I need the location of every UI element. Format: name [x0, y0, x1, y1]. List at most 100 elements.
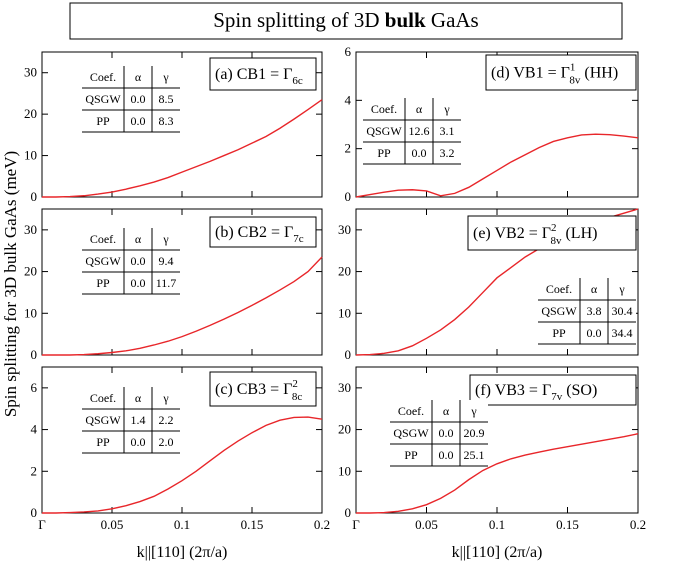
x-tick-label: 0.1: [174, 517, 190, 532]
x-tick-label: 0.1: [489, 517, 505, 532]
table-header: α: [135, 70, 142, 84]
y-tick-label: 30: [338, 380, 351, 395]
y-tick-label: 20: [24, 106, 37, 121]
table-header: α: [135, 391, 142, 405]
table-cell: QSGW: [85, 254, 121, 268]
table-bg: [82, 387, 180, 453]
table-header: α: [416, 102, 423, 116]
annotation-sup: 2: [551, 222, 557, 234]
table-header: Coef.: [546, 282, 572, 296]
annotation-sub: 6c: [292, 75, 303, 87]
table-header: γ: [470, 404, 477, 418]
table-cell: 2.2: [159, 413, 174, 427]
annotation-sup: 1: [570, 62, 576, 74]
table-cell: 0.0: [587, 326, 602, 340]
table-cell: 34.4: [612, 326, 633, 340]
table-header: α: [443, 404, 450, 418]
table-cell: 3.2: [440, 146, 455, 160]
table-cell: 12.6: [409, 124, 430, 138]
table-cell: PP: [552, 326, 566, 340]
table-header: γ: [618, 282, 625, 296]
x-tick-label: Γ: [38, 517, 46, 532]
annotation-sub: 7v: [551, 391, 563, 403]
annotation-sub: 8c: [292, 391, 303, 403]
table-cell: PP: [404, 448, 418, 462]
annotation-text: (e) VB2 = Γ: [473, 225, 551, 242]
table-cell: 0.0: [131, 92, 146, 106]
table-cell: QSGW: [541, 304, 577, 318]
y-tick-label: 2: [31, 463, 38, 478]
y-tick-label: 6: [345, 44, 352, 59]
annotation-box: [485, 54, 637, 91]
table-cell: PP: [96, 435, 110, 449]
annotation-text: (LH): [561, 225, 597, 242]
y-tick-label: 10: [338, 463, 351, 478]
y-tick-label: 30: [24, 222, 37, 237]
annotation-sup: 2: [292, 378, 298, 390]
x-tick-label: Γ: [352, 517, 360, 532]
y-tick-label: 0: [345, 505, 352, 520]
y-tick-label: 4: [31, 422, 38, 437]
table-header: γ: [443, 102, 450, 116]
title-bold: bulk: [385, 8, 426, 32]
y-tick-label: 6: [31, 380, 38, 395]
y-tick-label: 30: [24, 65, 37, 80]
table-cell: 1.4: [131, 413, 146, 427]
annotation-sub: 8v: [569, 75, 581, 87]
table-header: Coef.: [90, 232, 116, 246]
x-tick-label: 0.15: [241, 517, 264, 532]
title-box: [69, 2, 623, 40]
y-tick-label: 10: [338, 305, 351, 320]
annotation-box: [209, 371, 317, 407]
y-tick-label: 10: [24, 305, 37, 320]
annotation-box: [209, 57, 317, 91]
annotation-box: [467, 215, 637, 251]
table-cell: 0.0: [131, 254, 146, 268]
table-header: Coef.: [90, 391, 116, 405]
y-tick-label: 20: [24, 264, 37, 279]
x-tick-label: 0.05: [415, 517, 438, 532]
table-cell: QSGW: [85, 413, 121, 427]
table-header: γ: [162, 70, 169, 84]
panel-annotation: (c) CB3 = Γ2 8c: [215, 378, 302, 403]
table-header: γ: [162, 232, 169, 246]
table-cell: 0.0: [131, 276, 146, 290]
table-header: α: [135, 232, 142, 246]
table-cell: 25.1: [464, 448, 485, 462]
data-line: [42, 99, 323, 198]
x-axis-label: k||[110] (2π/a): [137, 544, 228, 561]
annotation-text: (HH): [580, 65, 618, 82]
table-cell: 20.9: [464, 426, 485, 440]
table-header: γ: [162, 391, 169, 405]
annotation-sub: 7c: [293, 233, 304, 245]
table-header: Coef.: [371, 102, 397, 116]
table-cell: QSGW: [366, 124, 402, 138]
table-cell: 9.4: [159, 254, 174, 268]
title-text: GaAs: [426, 8, 479, 32]
annotation-text: (a) CB1 = Γ: [215, 66, 292, 83]
y-tick-label: 2: [345, 141, 352, 156]
x-tick-label: 0.2: [314, 517, 330, 532]
table-header: α: [591, 282, 598, 296]
table-bg: [390, 400, 488, 466]
y-tick-label: 0: [31, 347, 38, 362]
panel-annotation: (e) VB2 = Γ2 8v (LH): [473, 222, 597, 247]
table-cell: 30.4: [612, 304, 633, 318]
table-cell: PP: [377, 146, 391, 160]
table-bg: [82, 66, 180, 132]
y-tick-label: 20: [338, 422, 351, 437]
annotation-box: [209, 216, 317, 248]
y-tick-label: 0: [345, 347, 352, 362]
table-cell: 0.0: [439, 448, 454, 462]
table-bg: [538, 278, 636, 344]
data-line: [42, 416, 323, 514]
table-cell: 3.1: [440, 124, 455, 138]
data-line: [355, 133, 639, 198]
table-cell: 0.0: [412, 146, 427, 160]
x-tick-label: 0.15: [556, 517, 579, 532]
table-cell: 8.5: [159, 92, 174, 106]
annotation-text: (c) CB3 = Γ: [215, 381, 292, 398]
table-bg: [363, 98, 461, 164]
